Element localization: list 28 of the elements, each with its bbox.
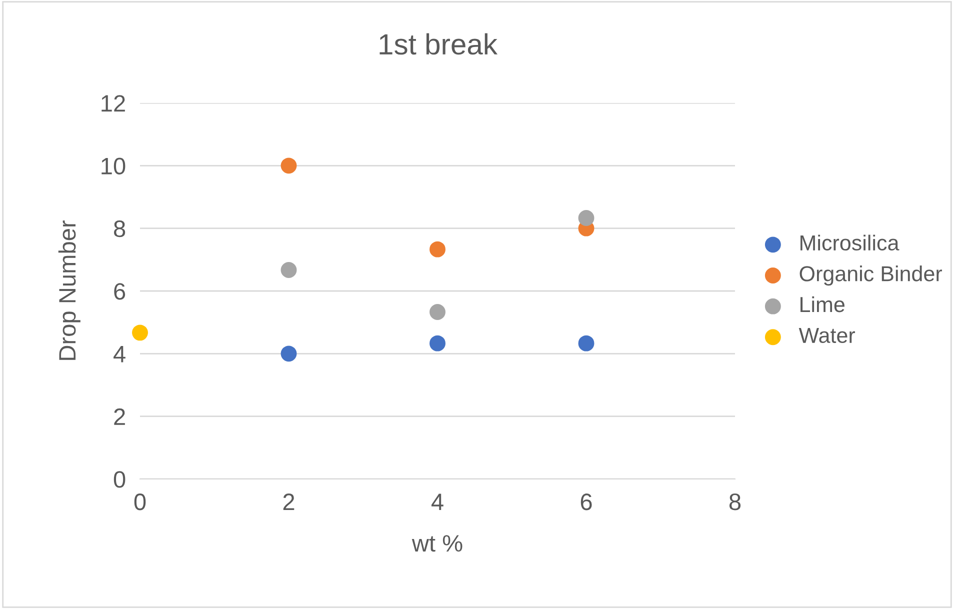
legend-label: Organic Binder: [800, 266, 942, 286]
legend-label: Water: [798, 328, 856, 344]
y-tick-label: 10: [102, 158, 126, 174]
x-tick-label: 8: [729, 494, 741, 510]
point: [578, 335, 594, 352]
x-tick-label: 4: [431, 494, 444, 510]
legend-label: Lime: [800, 296, 844, 312]
point: [430, 304, 446, 320]
point: [280, 262, 297, 278]
y-tick-label: 4: [114, 346, 126, 362]
x-tick-label: 6: [580, 494, 592, 510]
point: [430, 335, 446, 352]
point: [132, 324, 148, 341]
chart-title: 1st break: [380, 33, 498, 55]
point: [280, 158, 297, 174]
x-tick-label: 0: [134, 494, 146, 510]
y-tick-label: 0: [114, 471, 126, 488]
point: [578, 210, 594, 226]
y-tick-label: 2: [114, 408, 125, 425]
point: [430, 241, 446, 258]
y-axis-title: Drop Number: [58, 220, 80, 360]
y-tick-label: 6: [114, 283, 126, 300]
x-axis-title: wt %: [412, 535, 462, 552]
y-tick-label: 8: [114, 220, 126, 238]
point: [280, 346, 297, 362]
y-tick-label: 12: [102, 95, 125, 112]
x-tick-label: 2: [283, 494, 294, 510]
legend-label: Microsilica: [800, 234, 900, 251]
